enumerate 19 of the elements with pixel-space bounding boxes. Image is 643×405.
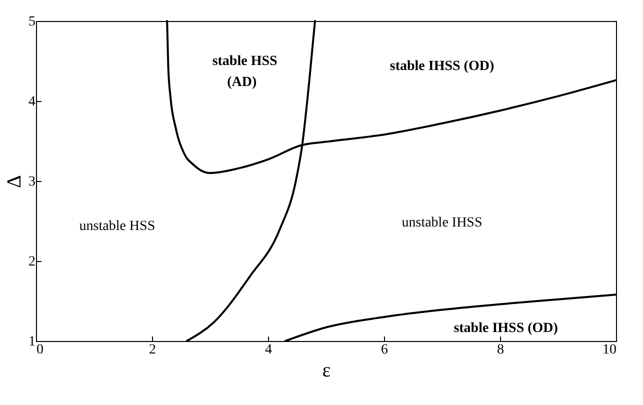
y-tick-label: 4 xyxy=(28,94,36,110)
x-tick-label: 10 xyxy=(602,342,616,358)
annotation: stable HSS xyxy=(212,54,278,69)
annotation: (AD) xyxy=(227,74,258,90)
annotation: unstable IHSS xyxy=(402,216,482,231)
y-tick-label: 3 xyxy=(28,174,36,190)
x-tick-label: 2 xyxy=(149,342,156,358)
annotation: unstable HSS xyxy=(79,218,156,234)
y-axis-title: Δ xyxy=(4,174,26,188)
x-tick-label: 4 xyxy=(265,342,272,358)
y-tick-label: 2 xyxy=(28,254,36,270)
x-tick-label: 0 xyxy=(36,342,44,358)
x-axis-title: ε xyxy=(322,360,331,382)
y-tick-label: 1 xyxy=(28,334,36,350)
annotation: stable IHSS (OD) xyxy=(454,321,558,336)
y-tick-label: 5 xyxy=(28,14,36,30)
annotation: stable IHSS (OD) xyxy=(390,58,494,74)
x-tick-label: 8 xyxy=(497,342,504,358)
x-tick-label: 6 xyxy=(381,342,388,358)
